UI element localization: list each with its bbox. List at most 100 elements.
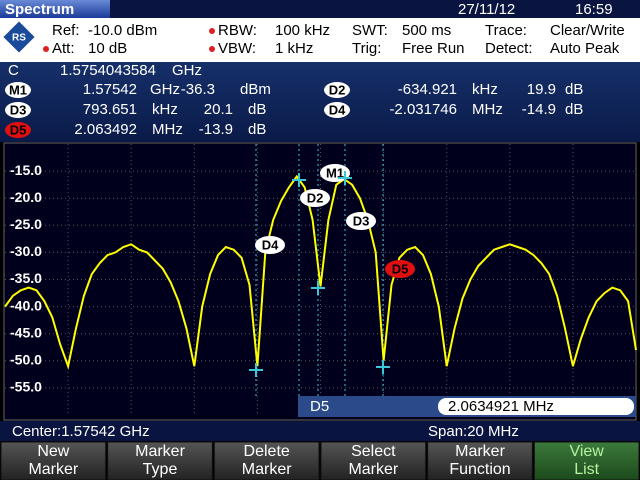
setting-label: Att: <box>52 40 75 57</box>
marker-flag <box>300 189 330 207</box>
softkey-label: Marker <box>348 461 398 478</box>
y-tick-label: -45.0 <box>10 324 42 340</box>
softkey[interactable] <box>0 441 107 480</box>
softkey-label: Marker <box>135 443 185 460</box>
status-span: Span:20 MHz <box>428 423 519 440</box>
softkey-label: Function <box>449 461 510 478</box>
settings-panel <box>0 18 640 62</box>
tab[interactable] <box>0 0 110 18</box>
marker-flag <box>346 212 376 230</box>
marker-x-unit: MHz <box>152 121 183 138</box>
marker-badge <box>324 102 350 118</box>
marker-y-unit: dBm <box>240 81 271 98</box>
marker-name: D3 <box>10 102 27 117</box>
settings: Ref: -10.0 dBm Att: 10 dB RBW: 100 kHz VBW: 1 k… <box>43 22 625 57</box>
y-tick-label: -20.0 <box>10 189 42 205</box>
marker-cross <box>376 360 390 374</box>
tab-title: Spectrum <box>5 1 74 18</box>
marker-badge <box>5 122 31 138</box>
center-freq: 1.5754043584 <box>60 62 156 79</box>
softkey[interactable] <box>107 441 213 480</box>
setting-label: Detect: <box>485 40 533 57</box>
marker-flag-label: D4 <box>262 237 279 252</box>
status-bar <box>0 421 640 441</box>
center-name: C <box>8 62 19 79</box>
softkey-label: New <box>37 443 69 460</box>
readout-marker: D5 <box>310 398 329 415</box>
center-unit: GHz <box>172 62 202 79</box>
marker-x: -2.031746 <box>389 101 457 118</box>
marker-cross <box>292 173 306 187</box>
marker-x: 1.57542 <box>83 81 137 98</box>
softkey-label: Type <box>143 461 178 478</box>
setting-value: -10.0 dBm <box>88 22 157 39</box>
y-tick-label: -55.0 <box>10 379 42 395</box>
marker-flag-label: D5 <box>392 261 409 276</box>
marker-flag-label: D3 <box>353 213 370 228</box>
setting-label: Trace: <box>485 22 527 39</box>
marker-cross <box>249 363 263 377</box>
readout-field[interactable] <box>438 398 634 415</box>
setting-label: SWT: <box>352 22 388 39</box>
marker-y: 19.9 <box>527 81 556 98</box>
marker-name: D4 <box>329 102 346 117</box>
y-tick-label: -15.0 <box>10 162 42 178</box>
marker-x: 793.651 <box>83 101 137 118</box>
marker-x-unit: MHz <box>472 101 503 118</box>
marker-badge <box>5 82 31 98</box>
plot: -15.0 -20.0 -25.0 -30.0 -35.0 -40.0 -45.0 -50.0… <box>4 144 637 415</box>
y-tick-label: -25.0 <box>10 216 42 232</box>
status-dot <box>209 28 215 34</box>
setting-value: 100 kHz <box>275 22 330 39</box>
marker-badge <box>5 102 31 118</box>
softkey-label: Select <box>351 443 396 460</box>
setting-value: Clear/Write <box>550 22 625 39</box>
marker-table <box>0 62 640 142</box>
setting-label: RBW: <box>218 22 257 39</box>
y-tick-label: -40.0 <box>10 297 42 313</box>
softkey-label: Delete <box>244 443 290 460</box>
marker-y-unit: dB <box>565 101 583 118</box>
marker-name: D5 <box>10 122 27 137</box>
marker-y: -13.9 <box>199 121 233 138</box>
softkey-label: Marker <box>242 461 292 478</box>
softkey[interactable] <box>320 441 427 480</box>
setting-label: Trig: <box>352 40 381 57</box>
marker-y: 20.1 <box>204 101 233 118</box>
status-dot <box>43 46 49 52</box>
date: 27/11/12 <box>458 1 515 18</box>
softkey[interactable] <box>427 441 533 480</box>
marker-flag <box>255 236 285 254</box>
marker-x: 2.063492 <box>74 121 137 138</box>
svg-text:RS: RS <box>12 33 26 44</box>
status-center: Center:1.57542 GHz <box>12 423 150 440</box>
marker-x-unit: kHz <box>472 81 498 98</box>
marker-x-unit: GHz <box>150 81 180 98</box>
marker-y-unit: dB <box>565 81 583 98</box>
softkey-label: List <box>574 461 599 478</box>
setting-label: Ref: <box>52 22 80 39</box>
y-tick-label: -30.0 <box>10 243 42 259</box>
marker-name: D2 <box>329 82 346 97</box>
y-tick-label: -35.0 <box>10 270 42 286</box>
marker-x: -634.921 <box>398 81 457 98</box>
marker-flag <box>385 260 415 278</box>
marker-y: -14.9 <box>522 101 556 118</box>
softkey[interactable] <box>213 441 320 480</box>
softkey-label: View <box>569 443 604 460</box>
softkey-label: Marker <box>28 461 78 478</box>
softkey-label: Marker <box>455 443 505 460</box>
y-tick-label: -50.0 <box>10 352 42 368</box>
readout-value: 2.0634921 MHz <box>448 398 554 415</box>
status-dot <box>209 46 215 52</box>
marker-y-unit: dB <box>248 121 266 138</box>
marker-flag-label: M1 <box>326 165 344 180</box>
setting-label: VBW: <box>218 40 256 57</box>
marker-cross <box>311 281 325 295</box>
marker-x-unit: kHz <box>152 101 178 118</box>
softkey[interactable] <box>533 441 640 480</box>
trace <box>4 174 637 370</box>
marker-flag-label: D2 <box>307 190 324 205</box>
